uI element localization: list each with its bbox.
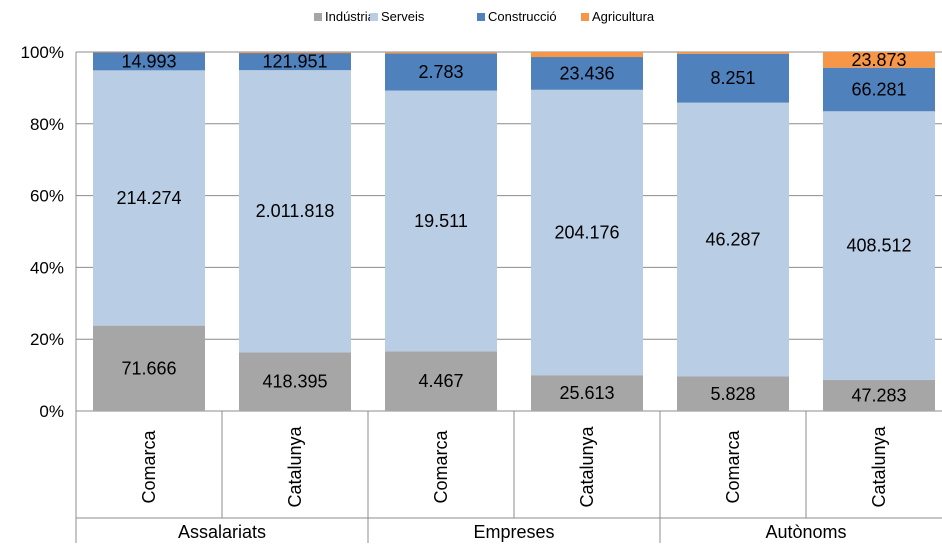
group-label: Autònoms	[765, 522, 846, 542]
y-tick-label: 20%	[30, 330, 64, 349]
y-tick-label: 80%	[30, 115, 64, 134]
data-label: 71.666	[121, 358, 176, 378]
data-label: 2.011.818	[256, 201, 335, 221]
legend-swatch	[370, 13, 378, 21]
x-tick-label: Catalunya	[869, 425, 889, 507]
data-label: 47.283	[851, 385, 906, 405]
legend-label: Construcció	[488, 9, 557, 24]
bar-segment-agricultura	[385, 52, 497, 53]
data-label: 19.511	[414, 211, 468, 231]
x-tick-label: Comarca	[431, 430, 451, 504]
data-label: 46.287	[705, 230, 760, 250]
data-label: 66.281	[851, 79, 906, 99]
legend-label: Agricultura	[592, 9, 655, 24]
legend-swatch	[581, 13, 589, 21]
legend-label: Serveis	[381, 9, 425, 24]
data-label: 2.783	[418, 62, 463, 82]
data-label: 14.993	[121, 51, 176, 71]
y-tick-label: 60%	[30, 187, 64, 206]
data-label: 8.251	[710, 68, 755, 88]
bar-segment-agricultura	[239, 52, 351, 53]
x-tick-label: Catalunya	[285, 425, 305, 507]
data-label: 25.613	[559, 383, 614, 403]
data-label: 4.467	[418, 371, 463, 391]
x-tick-label: Comarca	[723, 430, 743, 504]
group-label: Assalariats	[178, 522, 266, 542]
data-label: 418.395	[262, 372, 327, 392]
x-tick-label: Catalunya	[577, 425, 597, 507]
legend-swatch	[477, 13, 485, 21]
x-tick-label: Comarca	[139, 430, 159, 504]
y-tick-label: 0%	[39, 402, 64, 421]
data-label: 5.828	[710, 384, 755, 404]
group-label: Empreses	[473, 522, 554, 542]
data-label: 23.873	[851, 50, 906, 70]
y-tick-label: 40%	[30, 258, 64, 277]
data-label: 23.436	[559, 63, 614, 83]
data-label: 121.951	[262, 52, 327, 72]
bar-segment-agricultura	[531, 52, 643, 57]
y-tick-label: 100%	[21, 43, 64, 62]
legend-label: Indústria	[325, 9, 376, 24]
data-label: 204.176	[554, 222, 619, 242]
legend-swatch	[314, 13, 322, 21]
data-label: 214.274	[116, 188, 181, 208]
bar-segment-agricultura	[677, 52, 789, 54]
data-label: 408.512	[846, 236, 911, 256]
